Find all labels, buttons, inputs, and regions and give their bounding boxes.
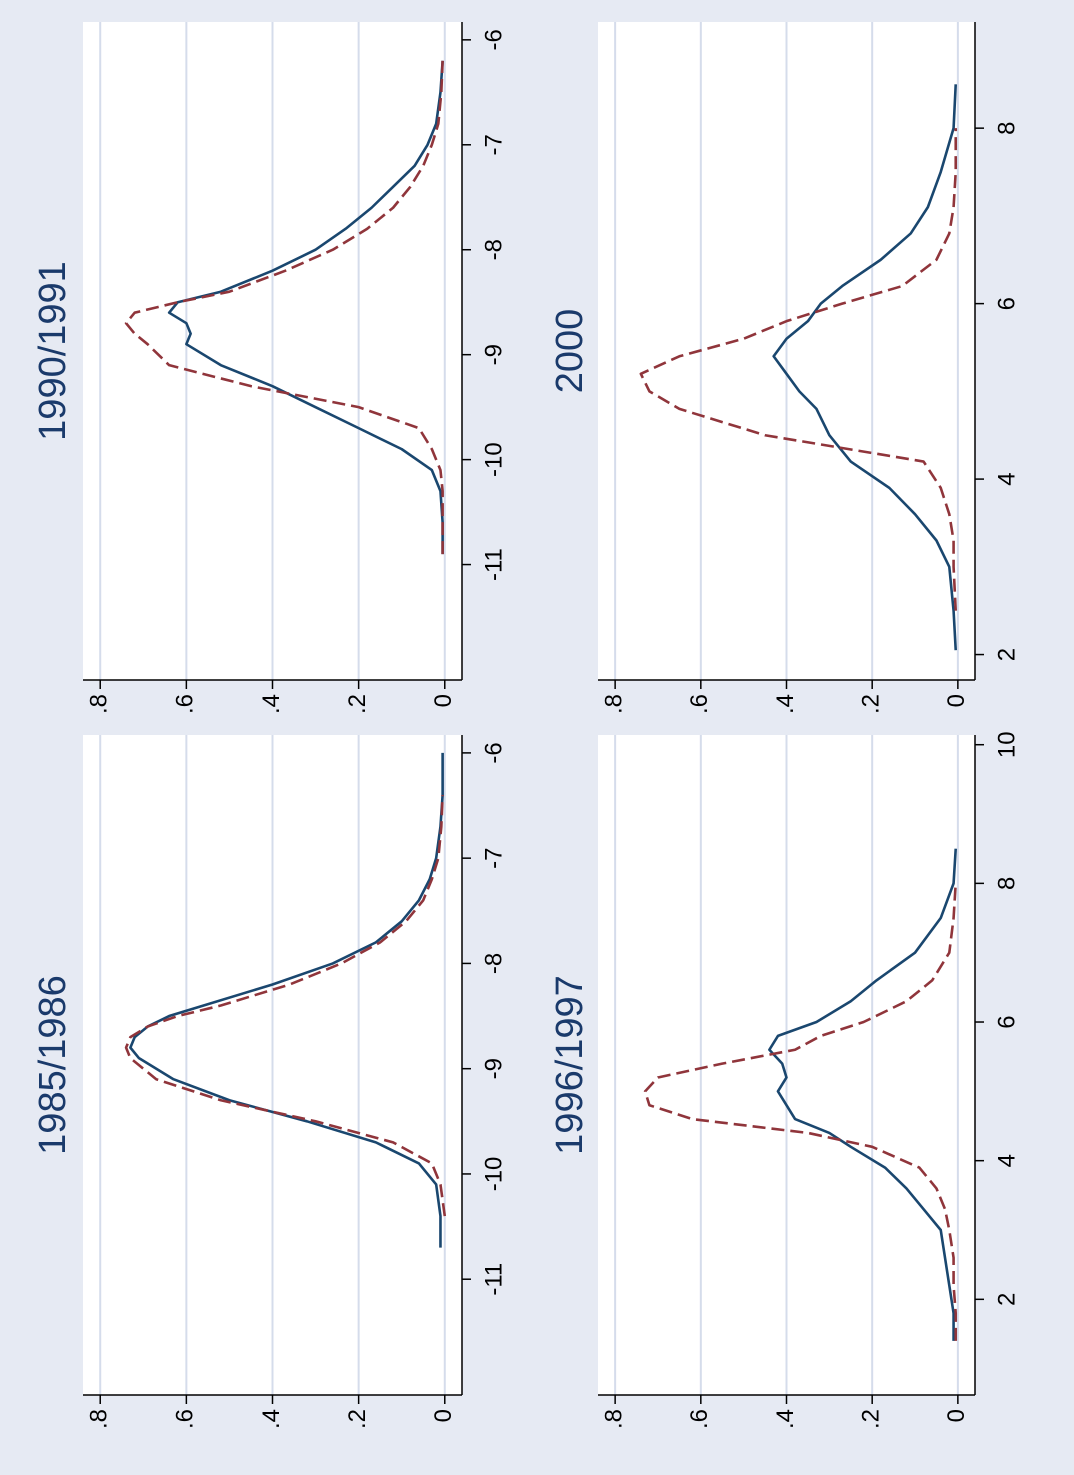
y-tick-label: .4 (772, 694, 799, 714)
x-tick-label: -8 (480, 953, 507, 974)
density-line (772, 84, 958, 651)
x-tick-label: -6 (480, 29, 507, 50)
panel-title: 2000 (549, 309, 591, 394)
x-tick-label: 4 (993, 472, 1020, 485)
rotated-figure: 1985/1986 0 .2 .4 .6 .8 -11 -10 -9 -8 -7 -6 1990/199… (32, 22, 1020, 1429)
y-tick-label: 0 (430, 1409, 457, 1422)
x-tick-label: -9 (480, 1058, 507, 1079)
y-tick-label: .6 (172, 694, 199, 714)
density-line (768, 848, 958, 1341)
x-tick-label: -11 (480, 548, 507, 581)
y-tick-label: .8 (600, 694, 627, 714)
y-tick-label: .2 (344, 694, 371, 714)
density-line (639, 128, 958, 611)
x-tick-label: -7 (480, 847, 507, 868)
y-tick-label: .6 (686, 1409, 713, 1429)
density-line (124, 794, 447, 1217)
x-tick-label: -6 (480, 742, 507, 763)
y-tick-label: 0 (430, 694, 457, 707)
y-tick-label: .4 (258, 1409, 285, 1429)
x-tick-label: 6 (993, 1015, 1020, 1028)
x-tick-label: -9 (480, 344, 507, 365)
y-tick-label: 0 (943, 694, 970, 707)
x-tick-label: 8 (993, 121, 1020, 134)
x-tick-label: 10 (993, 731, 1020, 758)
density-line (124, 60, 444, 555)
x-tick-label: -11 (480, 1263, 507, 1296)
x-tick-label: -7 (480, 134, 507, 155)
y-tick-label: .6 (686, 694, 713, 714)
density-line (129, 752, 444, 1248)
x-tick-label: 8 (993, 877, 1020, 890)
x-tick-label: 2 (993, 648, 1020, 661)
x-tick-label: 4 (993, 1154, 1020, 1167)
x-tick-label: 2 (993, 1293, 1020, 1306)
y-tick-label: .8 (600, 1409, 627, 1429)
y-tick-label: .2 (344, 1409, 371, 1429)
density-line (643, 883, 958, 1341)
y-tick-label: .6 (172, 1409, 199, 1429)
y-tick-label: .4 (258, 694, 285, 714)
x-tick-label: -10 (480, 1157, 507, 1192)
x-tick-label: -8 (480, 239, 507, 260)
x-tick-label: -10 (480, 442, 507, 477)
y-tick-label: 0 (943, 1409, 970, 1422)
y-tick-label: .8 (86, 694, 113, 714)
y-tick-label: .8 (86, 1409, 113, 1429)
panel-title: 1985/1986 (32, 975, 74, 1155)
y-tick-label: .2 (858, 694, 885, 714)
x-tick-label: 6 (993, 297, 1020, 310)
panel-title: 1990/1991 (32, 261, 74, 441)
y-tick-label: .2 (858, 1409, 885, 1429)
panel-title: 1996/1997 (549, 975, 591, 1155)
density-line (167, 60, 444, 555)
y-tick-label: .4 (772, 1409, 799, 1429)
